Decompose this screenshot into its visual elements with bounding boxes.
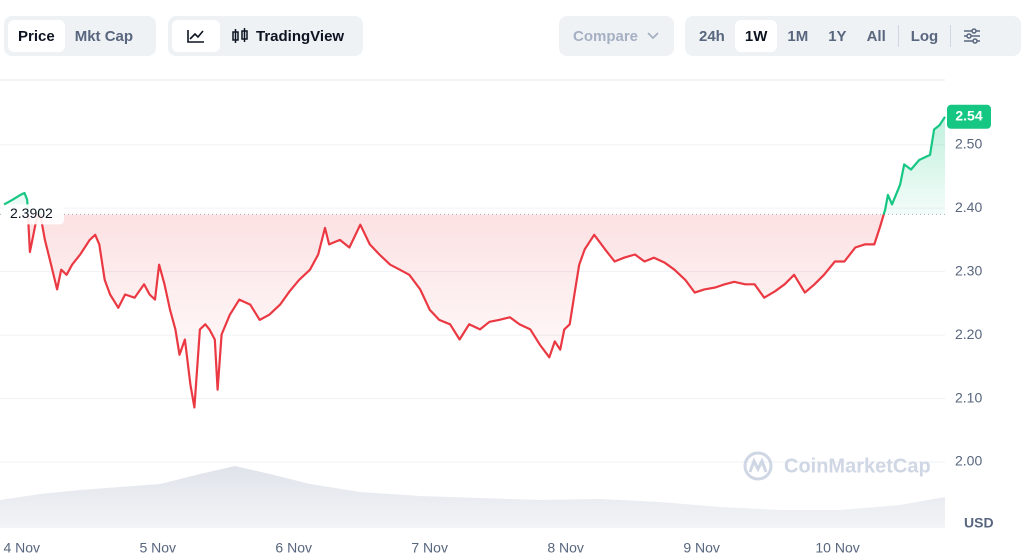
watermark-logo bbox=[743, 451, 773, 481]
x-tick-label: 6 Nov bbox=[275, 540, 312, 556]
baseline-label-bg bbox=[4, 204, 64, 225]
range-button[interactable]: 1Y bbox=[828, 27, 847, 45]
separator bbox=[950, 25, 952, 47]
volume-area bbox=[0, 466, 945, 528]
line-icon bbox=[187, 30, 204, 43]
log-button[interactable]: Log bbox=[910, 27, 939, 45]
range-button[interactable]: All bbox=[866, 27, 886, 45]
x-tick-label: 9 Nov bbox=[683, 540, 720, 556]
range-button[interactable]: 1W bbox=[734, 20, 778, 52]
y-tick-label: 2.20 bbox=[955, 326, 982, 342]
x-tick-label: 8 Nov bbox=[547, 540, 584, 556]
tradingview-button[interactable]: TradingView bbox=[220, 20, 354, 52]
price-tag bbox=[947, 104, 991, 129]
compare-dropdown[interactable]: Compare bbox=[559, 16, 674, 56]
baseline-label: 2.3902 bbox=[10, 205, 53, 221]
y-tick-label: 2.40 bbox=[955, 199, 982, 215]
x-tick-label: 4 Nov bbox=[3, 540, 40, 556]
candle-icon bbox=[232, 28, 248, 43]
range-button[interactable]: 24h bbox=[699, 27, 725, 45]
y-tick-label: 2.30 bbox=[955, 262, 982, 278]
tab-group: Price Mkt Cap bbox=[4, 16, 156, 56]
tradingview-label: TradingView bbox=[256, 27, 345, 45]
watermark: CoinMarketCap bbox=[784, 455, 931, 477]
range-button[interactable]: 1M bbox=[787, 27, 809, 45]
y-unit: USD bbox=[964, 515, 994, 531]
range-group: 24h 1W 1M 1Y All Log bbox=[685, 16, 1021, 56]
x-tick-label: 5 Nov bbox=[139, 540, 176, 556]
tab[interactable]: Mkt Cap bbox=[74, 27, 134, 45]
y-tick-label: 2.00 bbox=[955, 453, 982, 469]
y-tick-label: 2.10 bbox=[955, 389, 982, 405]
chevron bbox=[647, 32, 659, 40]
settings-icon bbox=[964, 28, 981, 44]
x-tick-label: 10 Nov bbox=[815, 540, 859, 556]
area bbox=[4, 116, 945, 408]
separator bbox=[897, 25, 899, 47]
settings-button[interactable] bbox=[953, 20, 991, 52]
line-style-button[interactable] bbox=[172, 20, 220, 52]
price-line bbox=[3, 116, 946, 409]
tab[interactable]: Price bbox=[8, 20, 65, 52]
y-tick-label: 2.50 bbox=[955, 135, 982, 151]
x-tick-label: 7 Nov bbox=[411, 540, 448, 556]
compare-label: Compare bbox=[572, 27, 639, 45]
price-tag-label: 2.54 bbox=[955, 108, 982, 124]
style-group: TradingView bbox=[168, 16, 363, 56]
